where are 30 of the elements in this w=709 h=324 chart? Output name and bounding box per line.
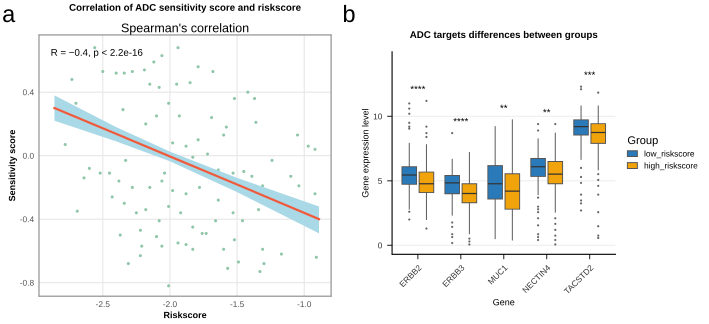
y-axis-title: Sensitivity score bbox=[8, 130, 17, 202]
y-tick-label: -0.8 bbox=[20, 280, 34, 286]
annotation: *** bbox=[584, 72, 596, 75]
line-series bbox=[53, 106, 320, 220]
chart-title: ADC targets differences between groups bbox=[410, 30, 598, 40]
y-tick-label: 5 bbox=[378, 178, 382, 184]
annotation: R = −0.4, p < 2.2e-16 bbox=[51, 48, 142, 58]
text: a bbox=[3, 9, 16, 22]
x-tick-label: -1.5 bbox=[230, 301, 244, 308]
legend-label: low_riskscore bbox=[644, 150, 694, 158]
x-tick-label: -1.0 bbox=[297, 301, 312, 308]
annotation: ** bbox=[543, 108, 550, 112]
y-tick-label: 0 bbox=[378, 242, 382, 248]
legend-label: high_riskscore bbox=[644, 162, 698, 170]
annotation: **** bbox=[410, 86, 426, 90]
y-tick-label: -0.4 bbox=[20, 216, 34, 222]
chart-subtitle: Spearman's correlation bbox=[122, 23, 248, 35]
y-axis-title: Gene expression level bbox=[362, 109, 370, 198]
legend-title: Group bbox=[628, 136, 658, 146]
x-axis-title: Gene bbox=[493, 298, 514, 306]
y-tick-label: 0.4 bbox=[22, 89, 34, 96]
x-tick-label: -2.0 bbox=[163, 301, 177, 308]
annotation: ** bbox=[500, 104, 508, 108]
y-tick-label: 0.0 bbox=[22, 152, 34, 159]
x-tick-label: -2.5 bbox=[96, 301, 110, 308]
y-tick-label: 10 bbox=[374, 114, 382, 120]
text: b bbox=[344, 4, 355, 22]
x-axis-title: Riskscore bbox=[164, 312, 206, 318]
annotation: **** bbox=[453, 118, 468, 122]
chart-title: Correlation of ADC sensitivity score and riskscore bbox=[69, 4, 301, 13]
